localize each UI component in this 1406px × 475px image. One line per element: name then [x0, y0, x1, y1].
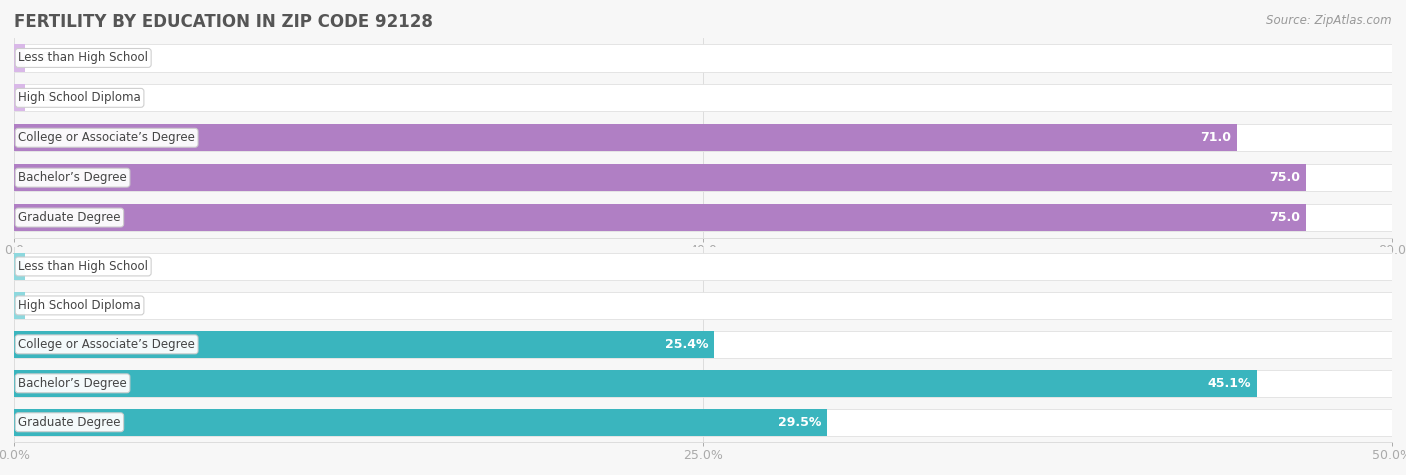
Bar [14, 164, 1306, 191]
Bar [14, 44, 25, 72]
Text: Less than High School: Less than High School [18, 260, 148, 273]
Bar [14, 409, 1392, 436]
Text: College or Associate’s Degree: College or Associate’s Degree [18, 131, 195, 144]
Bar [14, 124, 1392, 152]
Text: 29.5%: 29.5% [778, 416, 821, 429]
Text: 71.0: 71.0 [1201, 131, 1232, 144]
Bar [14, 164, 1392, 191]
Bar [14, 124, 1237, 152]
Bar [14, 370, 1392, 397]
Text: Bachelor’s Degree: Bachelor’s Degree [18, 171, 127, 184]
Bar [14, 84, 25, 112]
Bar [14, 370, 1257, 397]
Text: 25.4%: 25.4% [665, 338, 709, 351]
Text: FERTILITY BY EDUCATION IN ZIP CODE 92128: FERTILITY BY EDUCATION IN ZIP CODE 92128 [14, 13, 433, 31]
Bar [14, 292, 25, 319]
Text: High School Diploma: High School Diploma [18, 91, 141, 104]
Text: 75.0: 75.0 [1270, 211, 1301, 224]
Bar [14, 204, 1306, 231]
Text: 0.0: 0.0 [42, 51, 62, 65]
Text: Bachelor’s Degree: Bachelor’s Degree [18, 377, 127, 390]
Text: Less than High School: Less than High School [18, 51, 148, 65]
Text: High School Diploma: High School Diploma [18, 299, 141, 312]
Text: 0.0: 0.0 [42, 91, 62, 104]
Text: 0.0%: 0.0% [42, 299, 73, 312]
Text: Graduate Degree: Graduate Degree [18, 416, 121, 429]
Bar [14, 331, 714, 358]
Text: 45.1%: 45.1% [1208, 377, 1251, 390]
Bar [14, 331, 1392, 358]
Bar [14, 84, 1392, 112]
Text: College or Associate’s Degree: College or Associate’s Degree [18, 338, 195, 351]
Bar [14, 253, 25, 280]
Text: Source: ZipAtlas.com: Source: ZipAtlas.com [1267, 14, 1392, 27]
Bar [14, 409, 827, 436]
Text: 75.0: 75.0 [1270, 171, 1301, 184]
Bar [14, 44, 1392, 72]
Text: Graduate Degree: Graduate Degree [18, 211, 121, 224]
Bar [14, 204, 1392, 231]
Bar [14, 253, 1392, 280]
Bar [14, 292, 1392, 319]
Text: 0.0%: 0.0% [42, 260, 73, 273]
